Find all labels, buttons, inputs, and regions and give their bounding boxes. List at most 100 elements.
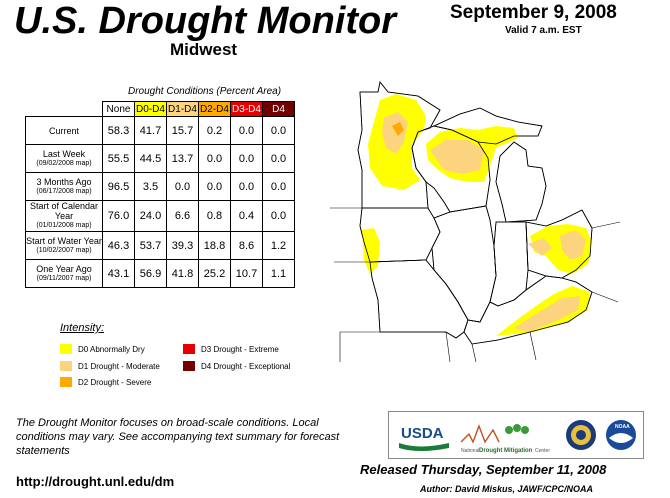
d1-area-wisconsin-north [430,140,484,174]
table-cell: 76.0 [102,200,135,232]
row-label-text: One Year Ago [36,263,92,274]
legend-item-d3: D3 Drought - Extreme [183,344,279,354]
d2-area-minnesota [392,122,404,136]
table-cell: 43.1 [102,259,135,288]
table-cell: 0.2 [198,116,231,145]
table-cell: 55.5 [102,144,135,173]
table-row: One Year Ago (09/11/2007 map) 43.1 56.9 41.8… [25,259,295,288]
d1-area-kentucky [514,296,580,332]
legend-item-d2: D2 Drought - Severe [60,377,151,387]
table-cell: 56.9 [134,259,167,288]
table-row: 3 Months Ago (06/17/2008 map) 96.5 3.5 0.0 0.… [25,172,295,201]
usda-text: USDA [401,425,444,442]
drought-url-link[interactable]: http://drought.unl.edu/dm [16,474,175,489]
table-cell: 41.8 [166,259,199,288]
legend-swatch [60,361,72,371]
column-header: D4 [262,101,295,117]
ndmc-suffix: Center [535,448,550,454]
row-label: Start of Calendar Year (01/01/2008 map) [25,200,103,232]
table-row: Start of Calendar Year (01/01/2008 map) 76… [25,200,295,232]
table-cell: 0.0 [230,116,263,145]
table-cell: 96.5 [102,172,135,201]
table-cell: 0.0 [262,200,295,232]
table-cell: 10.7 [230,259,263,288]
d2-areas [392,122,404,136]
table-cell: 58.3 [102,116,135,145]
table-cell: 0.0 [198,172,231,201]
table-cell: 46.3 [102,231,135,260]
legend-label: D3 Drought - Extreme [201,344,279,354]
table-cell: 44.5 [134,144,167,173]
table-cell: 25.2 [198,259,231,288]
row-label: Current [25,116,103,145]
legend-title: Intensity: [60,322,105,334]
row-label-text: Current [48,125,79,136]
logos-graphic: USDA National Drought Mitigation Center … [399,420,636,454]
ndmc-prefix: National [461,448,479,454]
table-cell: 0.0 [230,172,263,201]
table-cell: 0.0 [166,172,199,201]
table-corner [26,102,103,117]
d1-area-ohio [560,230,586,260]
table-cell: 0.0 [262,144,295,173]
table-cell: 0.0 [230,144,263,173]
legend-swatch [60,377,72,387]
d1-area-indiana [528,238,552,256]
row-label-map-date: (09/02/2008 map) [36,159,92,167]
table-header-row: None D0-D4 D1-D4 D2-D4 D3-D4 D4 [26,101,295,117]
table-cell: 41.7 [134,116,167,145]
row-label-map-date: (06/17/2008 map) [36,187,92,195]
usda-logo: USDA [399,425,449,451]
neighbor-outlines [330,207,621,363]
table-cell: 39.3 [166,231,199,260]
table-cell: 6.6 [166,200,199,232]
agency-logos: USDA National Drought Mitigation Center … [388,411,644,459]
table-cell: 0.0 [262,172,295,201]
valid-time: Valid 7 a.m. EST [505,25,582,36]
row-label: One Year Ago (09/11/2007 map) [25,259,103,288]
table-cell: 18.8 [198,231,231,260]
commerce-seal-icon [566,420,596,450]
legend-item-d1: D1 Drought - Moderate [60,361,160,371]
legend-label: D2 Drought - Severe [78,377,152,387]
table-cell: 0.4 [230,200,263,232]
row-label-map-date: (01/01/2008 map) [36,222,92,229]
legend-label: D1 Drought - Moderate [78,361,160,371]
table-cell: 15.7 [166,116,199,145]
release-date: Released Thursday, September 11, 2008 [360,462,607,477]
table-cell: 13.7 [166,144,199,173]
table-cell: 24.0 [134,200,167,232]
ndmc-main: Drought Mitigation [479,448,533,454]
column-header: D1-D4 [166,101,199,117]
column-header: None [102,101,135,117]
row-label-text: Last Week [42,148,86,159]
midwest-drought-map [330,81,621,363]
column-header: D0-D4 [134,101,167,117]
table-caption: Drought Conditions (Percent Area) [128,86,282,97]
disclaimer-note: The Drought Monitor focuses on broad-sca… [16,417,340,457]
table-cell: 0.0 [198,144,231,173]
legend-swatch [60,344,72,354]
legend-swatch [183,344,195,354]
legend-label: D0 Abnormally Dry [78,344,145,354]
region-name: Midwest [170,40,238,59]
drought-conditions-table: None D0-D4 D1-D4 D2-D4 D3-D4 D4 Current 5… [25,101,295,288]
table-cell: 8.6 [230,231,263,260]
page-title: U.S. Drought Monitor [14,0,397,42]
legend-item-d4: D4 Drought - Exceptional [183,361,290,371]
table-row: Start of Water Year (10/02/2007 map) 46.3 5… [25,231,295,260]
row-label-text: Start of Calendar Year [29,201,99,221]
table-cell: 3.5 [134,172,167,201]
map-date: September 9, 2008 [450,2,617,23]
ndmc-logo: National Drought Mitigation Center [460,424,550,454]
legend-label: D4 Drought - Exceptional [201,361,291,371]
row-label-text: 3 Months Ago [36,176,92,187]
row-label-text: Start of Water Year [26,235,102,246]
state-borders [357,81,593,345]
table-row: Current 58.3 41.7 15.7 0.2 0.0 0.0 [25,116,295,145]
d0-area-iowa-west [362,228,380,274]
column-header: D2-D4 [198,101,231,117]
legend-item-d0: D0 Abnormally Dry [60,344,145,354]
table-cell: 1.2 [262,231,295,260]
table-cell: 0.0 [262,116,295,145]
